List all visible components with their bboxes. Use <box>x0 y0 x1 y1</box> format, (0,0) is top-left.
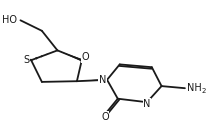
Text: 2: 2 <box>201 88 206 94</box>
Text: N: N <box>99 75 106 85</box>
Text: NH: NH <box>187 83 202 93</box>
Text: S: S <box>23 55 29 65</box>
Polygon shape <box>77 79 107 81</box>
Text: O: O <box>82 52 89 62</box>
Text: N: N <box>143 99 151 109</box>
Text: HO: HO <box>2 15 16 25</box>
Polygon shape <box>57 50 83 61</box>
Text: O: O <box>101 112 109 122</box>
